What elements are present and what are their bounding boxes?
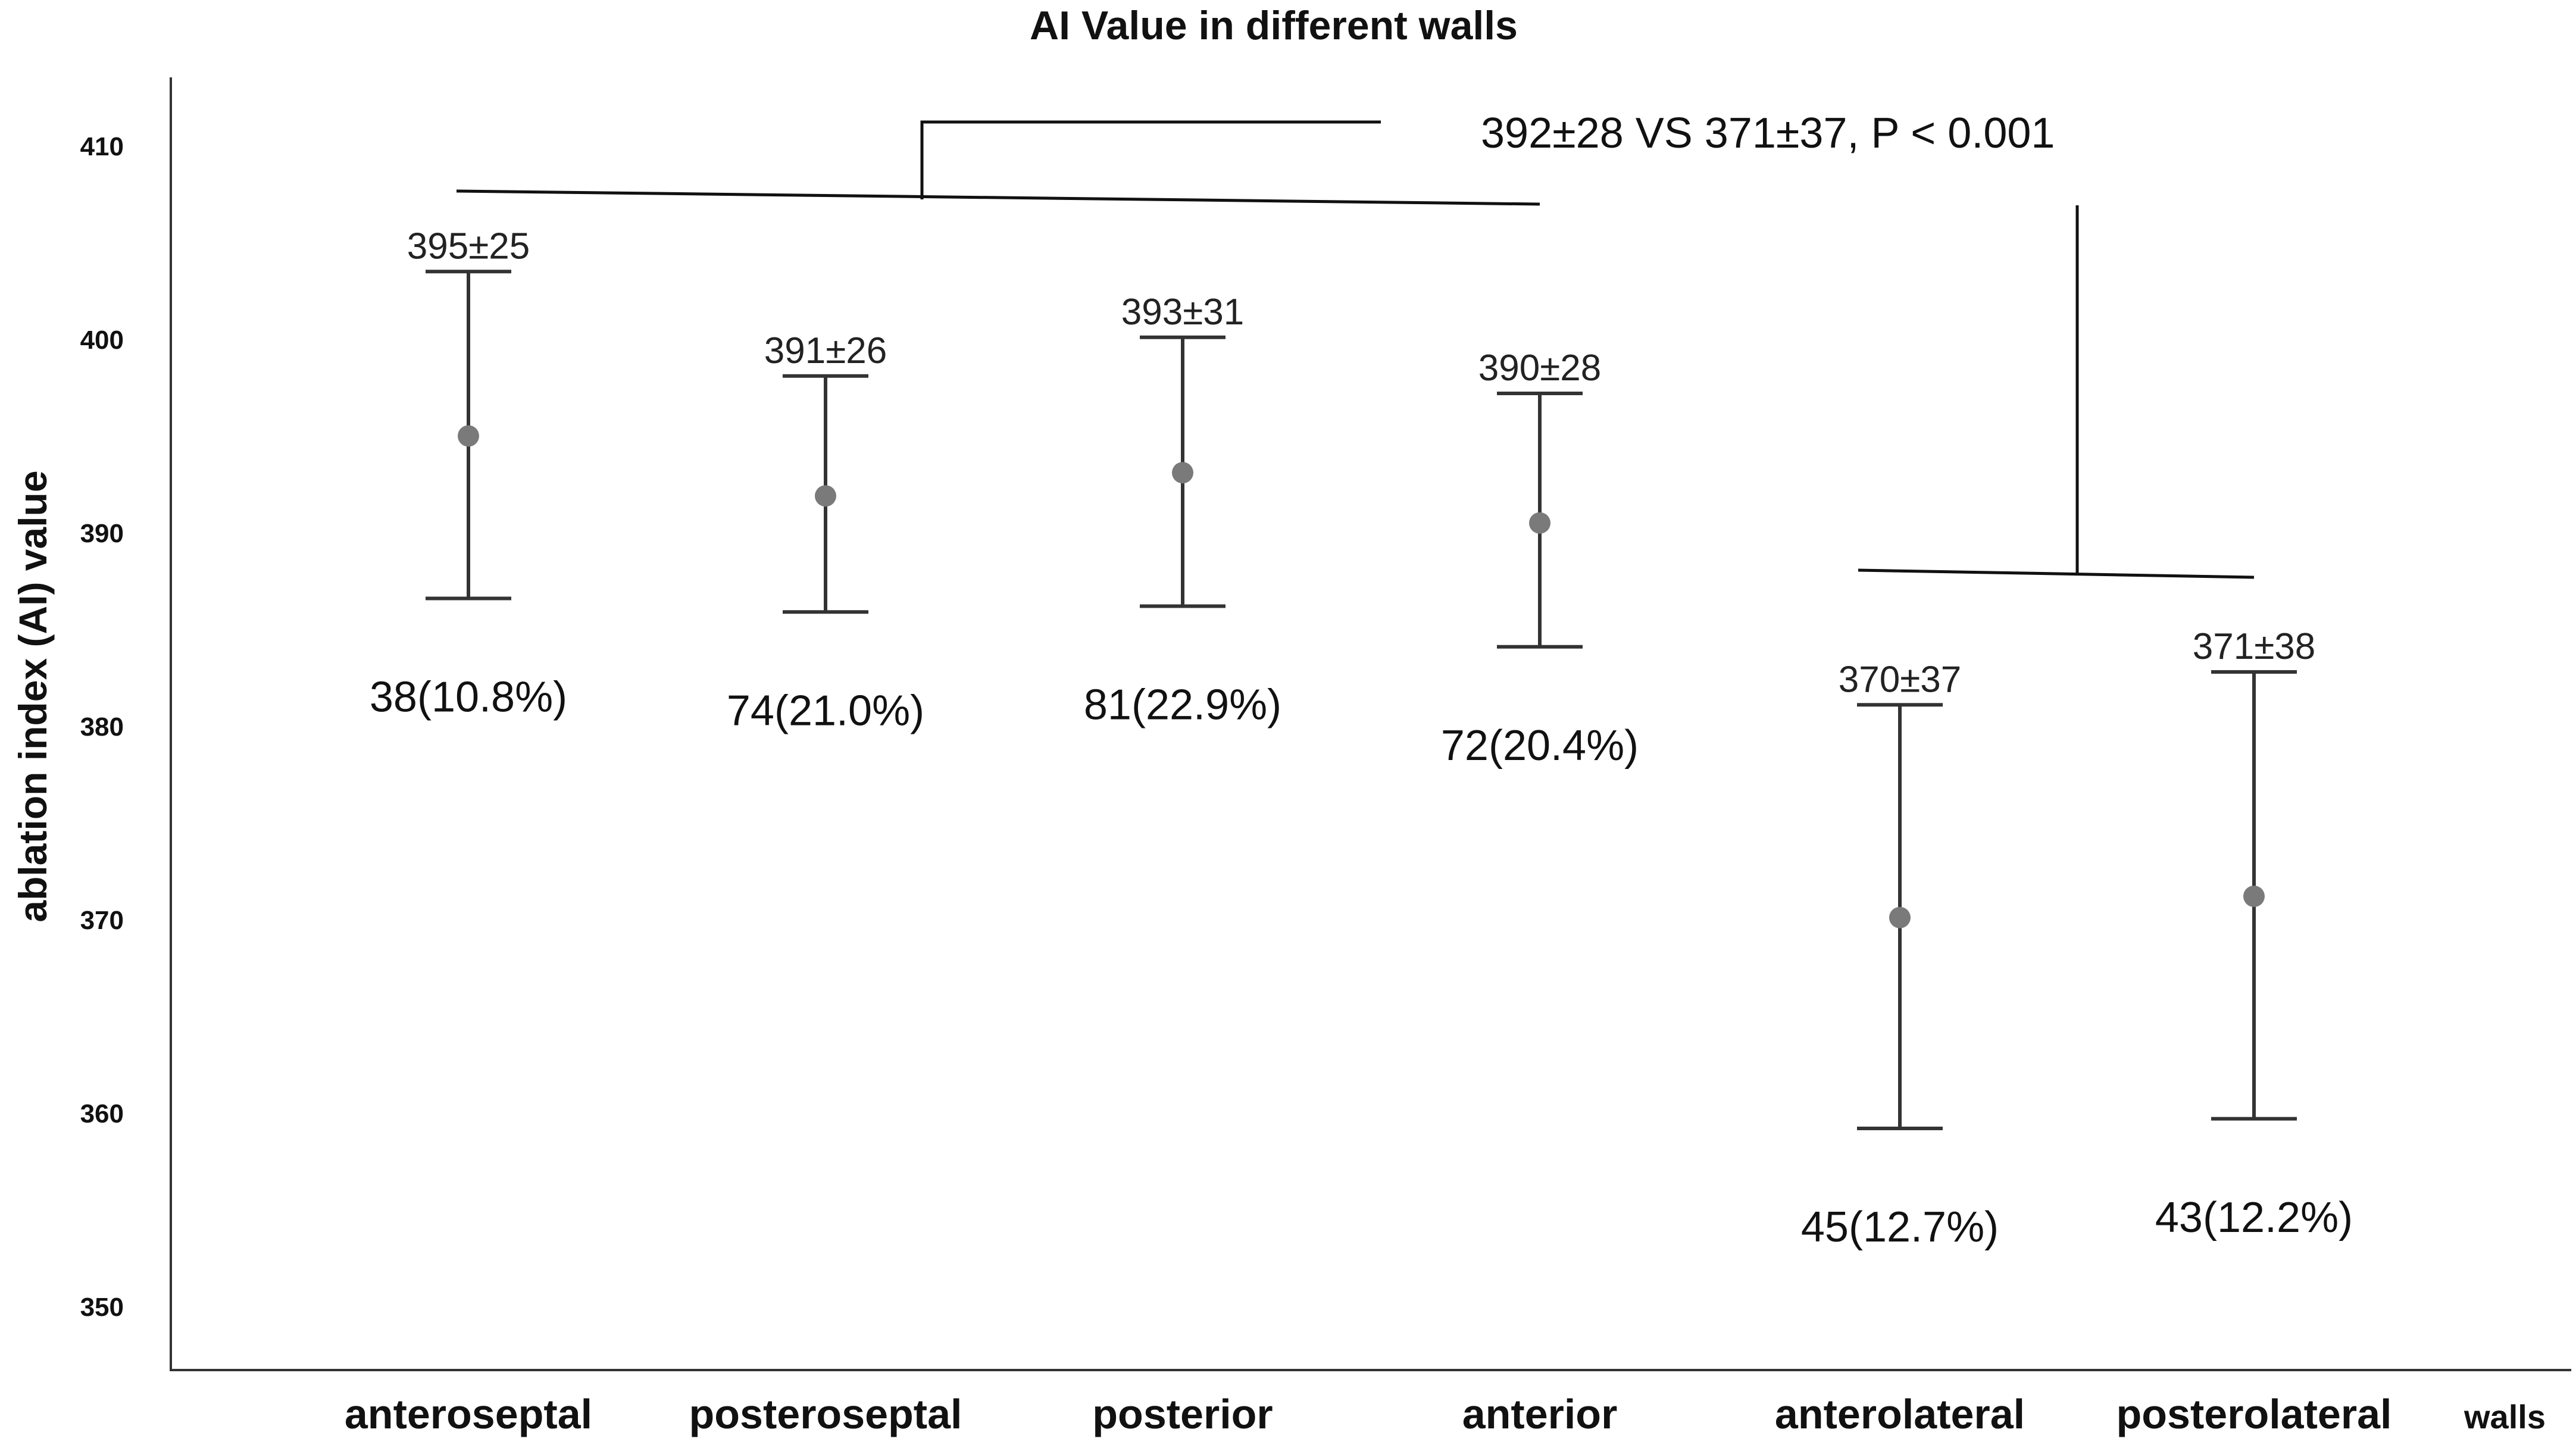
x-tick-label: anterolateral	[1775, 1391, 2025, 1437]
count-label: 43(12.2%)	[2155, 1194, 2353, 1242]
y-tick-label: 360	[80, 1099, 124, 1128]
mean-point-anterior	[1529, 512, 1550, 534]
x-tick-label: anteroseptal	[345, 1391, 592, 1437]
mean-sd-label: 395±25	[407, 226, 530, 267]
count-label: 72(20.4%)	[1441, 722, 1639, 770]
group-bracket-right	[1858, 568, 2255, 579]
mean-point-posterior	[1172, 462, 1193, 484]
count-label: 81(22.9%)	[1084, 681, 1281, 729]
y-tick-label: 400	[80, 326, 124, 355]
x-tick-label: posteroseptal	[689, 1391, 962, 1437]
x-tick-label: posterior	[1092, 1391, 1273, 1437]
y-ticks: 350 360 370 380 390 400 410	[80, 132, 124, 1322]
x-axis-label: walls	[2464, 1398, 2546, 1436]
count-label: 74(21.0%)	[727, 687, 924, 734]
count-label: 38(10.8%)	[370, 674, 567, 721]
comparison-annotation: 392±28 VS 371±37, P < 0.001	[1481, 110, 2055, 157]
category-labels: 395±25 38(10.8%) anteroseptal 391±26 74(21.0…	[345, 226, 2392, 1437]
mean-sd-label: 371±38	[2193, 626, 2315, 667]
group-bracket-left	[456, 189, 1540, 206]
y-tick-label: 380	[80, 712, 124, 742]
mean-point-anteroseptal	[458, 425, 479, 447]
y-tick-label: 410	[80, 132, 124, 161]
chart-title: AI Value in different walls	[1030, 3, 1518, 48]
mean-sd-label: 393±31	[1121, 292, 1244, 333]
mean-sd-label: 370±37	[1839, 659, 1961, 700]
count-label: 45(12.7%)	[1801, 1203, 1999, 1251]
mean-point-posterolateral	[2243, 886, 2265, 907]
mean-sd-label: 390±28	[1478, 348, 1601, 389]
mean-sd-label: 391±26	[764, 330, 887, 371]
mean-point-anterolateral	[1889, 906, 1911, 928]
group-brackets	[456, 120, 2255, 579]
mean-point-posteroseptal	[815, 485, 836, 507]
y-tick-label: 370	[80, 906, 124, 935]
x-tick-label: posterolateral	[2117, 1391, 2392, 1437]
error-bars	[426, 270, 2297, 1130]
group-bracket-left-stem	[920, 120, 1381, 199]
y-tick-label: 350	[80, 1293, 124, 1322]
x-tick-label: anterior	[1462, 1391, 1618, 1437]
y-axis-label: ablation index (AI) value	[11, 470, 55, 922]
y-tick-label: 390	[80, 519, 124, 548]
